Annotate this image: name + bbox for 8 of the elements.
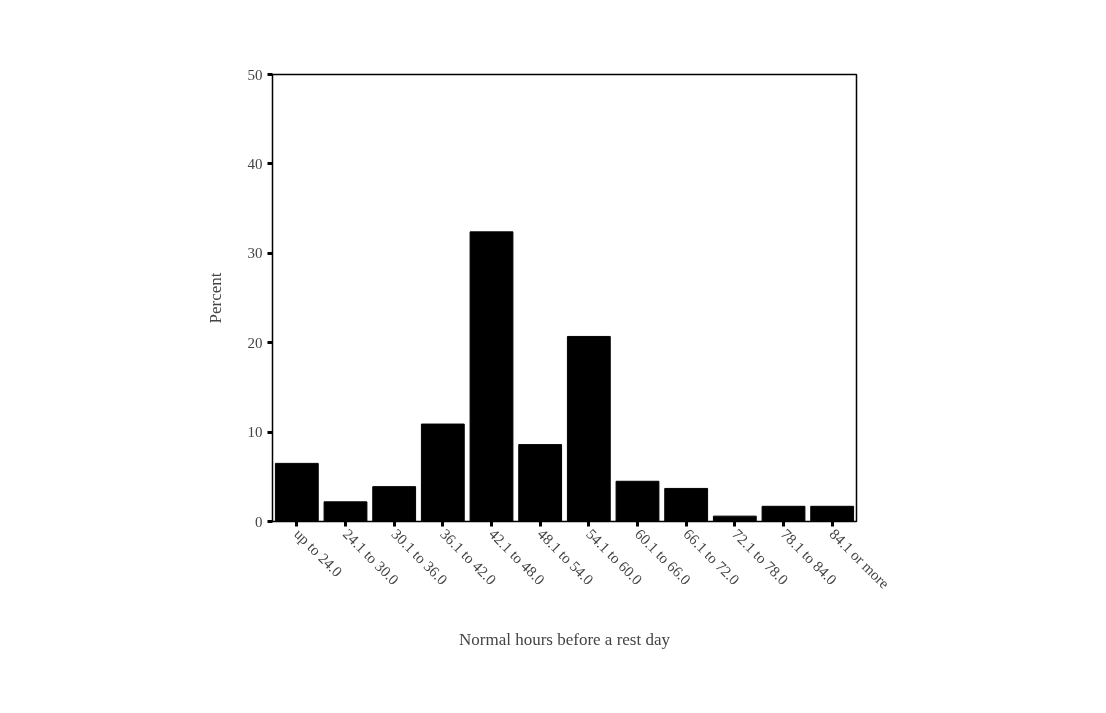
y-tick-label: 20 [247,334,263,351]
y-tick-label: 30 [247,245,263,262]
x-axis-title: Normal hours before a rest day [459,630,671,650]
y-tick-label: 50 [247,66,263,83]
y-tick-label: 40 [247,155,263,172]
y-tick-label: 10 [247,424,263,441]
y-axis-title: Percent [205,272,225,324]
y-tick-label: 0 [255,513,263,530]
